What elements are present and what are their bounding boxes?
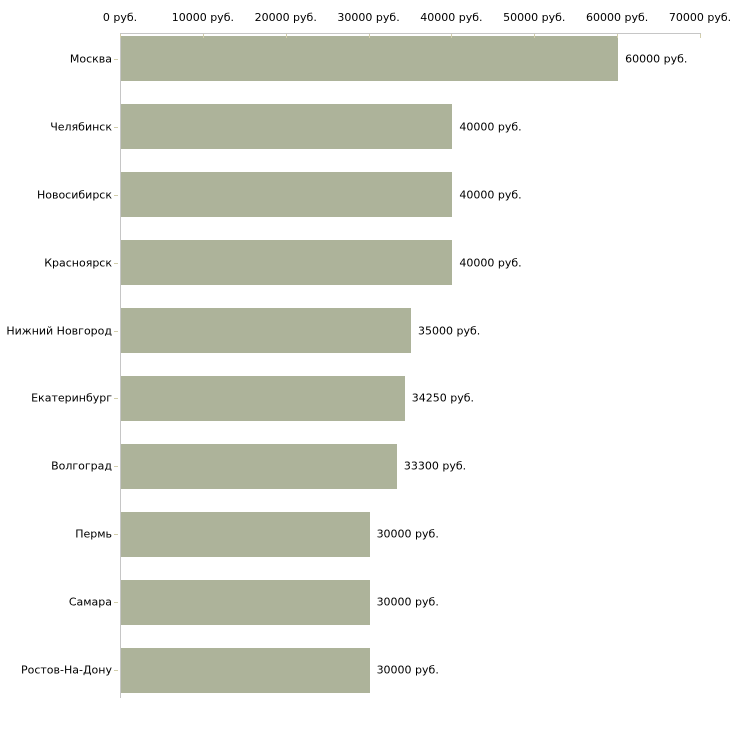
- bar-value-label: 60000 руб.: [625, 52, 688, 66]
- bar-value-label: 30000 руб.: [376, 527, 439, 541]
- bar: [121, 240, 453, 286]
- category-label: Самара: [68, 595, 112, 609]
- category-label: Москва: [69, 52, 112, 66]
- bar-value-label: 30000 руб.: [376, 595, 439, 609]
- y-axis-tick: [114, 126, 118, 128]
- category-label: Красноярск: [44, 256, 112, 270]
- x-axis-tick: [120, 34, 121, 38]
- x-axis-tick-label: 10000 руб.: [171, 11, 234, 24]
- x-axis-tick-label: 30000 руб.: [337, 11, 400, 24]
- x-axis-tick: [368, 34, 370, 38]
- category-label: Челябинск: [50, 120, 112, 134]
- x-axis-tick-label: 40000 руб.: [420, 11, 483, 24]
- y-axis-tick: [114, 670, 118, 672]
- y-axis-tick: [114, 58, 118, 60]
- y-axis-line: [120, 33, 121, 698]
- bar-value-label: 33300 руб.: [403, 459, 467, 473]
- x-axis-tick-label: 60000 руб.: [586, 11, 649, 24]
- x-axis-tick-label: 20000 руб.: [254, 11, 317, 24]
- bar-value-label: 35000 руб.: [418, 324, 481, 338]
- y-axis-tick: [114, 194, 118, 196]
- y-axis-tick: [114, 262, 118, 264]
- category-label: Волгоград: [51, 459, 112, 473]
- bar: [121, 308, 411, 354]
- x-axis-tick: [534, 34, 536, 38]
- bar-value-label: 40000 руб.: [459, 188, 522, 202]
- x-axis-tick: [202, 34, 204, 38]
- bar: [121, 104, 453, 150]
- x-axis-tick-label: 0 руб.: [102, 11, 138, 24]
- bar: [121, 375, 405, 421]
- x-axis-tick: [285, 34, 287, 38]
- bar: [121, 443, 397, 489]
- y-axis-tick: [114, 466, 118, 468]
- x-axis-tick: [451, 34, 453, 38]
- x-axis-line: [120, 33, 701, 34]
- bar-value-label: 30000 руб.: [376, 663, 439, 677]
- bar-value-label: 34250 руб.: [411, 391, 475, 405]
- x-axis-tick-label: 70000 руб.: [668, 11, 730, 24]
- category-label: Новосибирск: [36, 188, 112, 202]
- category-label: Нижний Новгород: [6, 324, 112, 338]
- x-axis-tick-label: 50000 руб.: [503, 11, 566, 24]
- bar: [121, 579, 370, 625]
- bar: [121, 511, 370, 557]
- category-label: Ростов-На-Дону: [20, 663, 112, 677]
- bar-value-label: 40000 руб.: [459, 256, 522, 270]
- y-axis-tick: [114, 602, 118, 604]
- y-axis-tick: [114, 330, 118, 332]
- bar: [121, 647, 370, 693]
- x-axis-tick: [617, 34, 619, 38]
- category-label: Пермь: [75, 527, 112, 541]
- x-axis-tick: [700, 34, 701, 38]
- bar: [121, 172, 453, 218]
- bar-value-label: 40000 руб.: [459, 120, 522, 134]
- y-axis-tick: [114, 534, 118, 536]
- bar: [121, 36, 619, 82]
- y-axis-tick: [114, 398, 118, 400]
- category-label: Екатеринбург: [31, 391, 112, 405]
